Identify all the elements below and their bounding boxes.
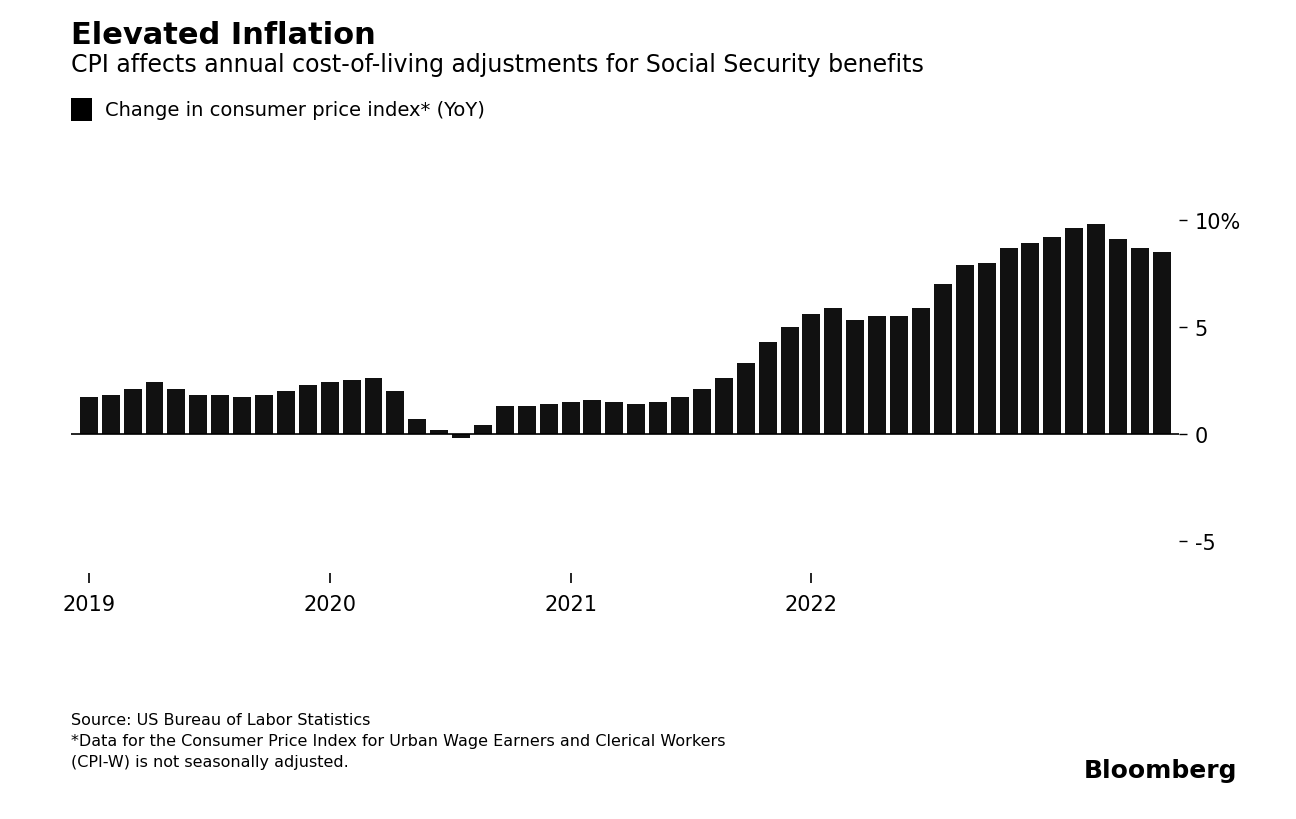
Bar [1043, 238, 1061, 434]
Bar [715, 378, 732, 434]
Bar [299, 385, 316, 434]
Bar [693, 389, 712, 434]
Bar [1131, 248, 1150, 434]
Text: CPI affects annual cost-of-living adjustments for Social Security benefits: CPI affects annual cost-of-living adjust… [71, 53, 924, 77]
Bar [583, 400, 601, 434]
Bar [80, 398, 97, 434]
Bar [934, 284, 951, 434]
Bar [955, 265, 973, 434]
Text: Bloomberg: Bloomberg [1085, 758, 1238, 782]
Bar [890, 317, 908, 434]
Bar [1065, 229, 1083, 434]
Bar [824, 308, 842, 434]
Bar [101, 396, 119, 434]
Bar [780, 328, 798, 434]
Bar [671, 398, 689, 434]
Bar [277, 391, 295, 434]
Bar [364, 378, 382, 434]
Bar [999, 248, 1017, 434]
Bar [386, 391, 404, 434]
Bar [255, 396, 273, 434]
Bar [145, 383, 163, 434]
Bar [430, 430, 448, 434]
Bar [868, 317, 886, 434]
Bar [802, 314, 820, 434]
Bar [1153, 252, 1170, 434]
Bar [1109, 240, 1128, 434]
Bar [342, 381, 360, 434]
Bar [1087, 224, 1105, 434]
Bar [737, 364, 754, 434]
Text: Change in consumer price index* (YoY): Change in consumer price index* (YoY) [105, 101, 485, 120]
Bar [320, 383, 338, 434]
Bar [627, 405, 645, 434]
Bar [539, 405, 557, 434]
Bar [167, 389, 185, 434]
Bar [518, 406, 535, 434]
Bar [912, 308, 931, 434]
Bar [408, 419, 426, 434]
Bar [123, 389, 141, 434]
Text: Source: US Bureau of Labor Statistics
*Data for the Consumer Price Index for Urb: Source: US Bureau of Labor Statistics *D… [71, 713, 726, 770]
Bar [758, 342, 776, 434]
Bar [189, 396, 207, 434]
Bar [561, 402, 579, 434]
Bar [211, 396, 229, 434]
Bar [496, 406, 513, 434]
Bar [474, 426, 492, 434]
Bar [605, 402, 623, 434]
Bar [649, 402, 667, 434]
Bar [1021, 244, 1039, 434]
Bar [452, 434, 470, 438]
Bar [846, 321, 864, 434]
Bar [233, 398, 251, 434]
Bar [977, 263, 995, 434]
Text: Elevated Inflation: Elevated Inflation [71, 20, 376, 49]
